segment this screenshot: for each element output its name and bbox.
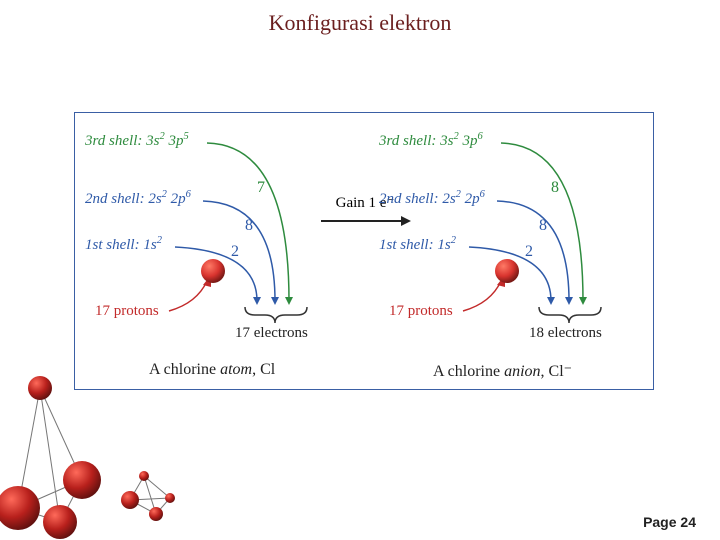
- left-curves: [79, 113, 357, 363]
- electrons-label: 18 electrons: [529, 325, 602, 342]
- right-curves: [373, 113, 651, 363]
- protons-label: 17 protons: [95, 303, 159, 320]
- slide: Konfigurasi elektron Gain 1 e⁻ 3rd shell…: [0, 0, 720, 540]
- figure: Gain 1 e⁻ 3rd shell: 3s2 3p5 2nd shell: …: [75, 113, 653, 389]
- page-number: Page 24: [643, 514, 696, 530]
- page-title: Konfigurasi elektron: [0, 10, 720, 36]
- left-species: 3rd shell: 3s2 3p5 2nd shell: 2s2 2p6 1s…: [79, 113, 357, 389]
- species-caption: A chlorine atom, Cl: [149, 361, 275, 379]
- figure-frame: Gain 1 e⁻ 3rd shell: 3s2 3p5 2nd shell: …: [74, 112, 654, 390]
- right-species: 3rd shell: 3s2 3p6 2nd shell: 2s2 2p6 1s…: [373, 113, 651, 389]
- species-caption: A chlorine anion, Cl⁻: [433, 361, 572, 381]
- protons-label: 17 protons: [389, 303, 453, 320]
- electrons-label: 17 electrons: [235, 325, 308, 342]
